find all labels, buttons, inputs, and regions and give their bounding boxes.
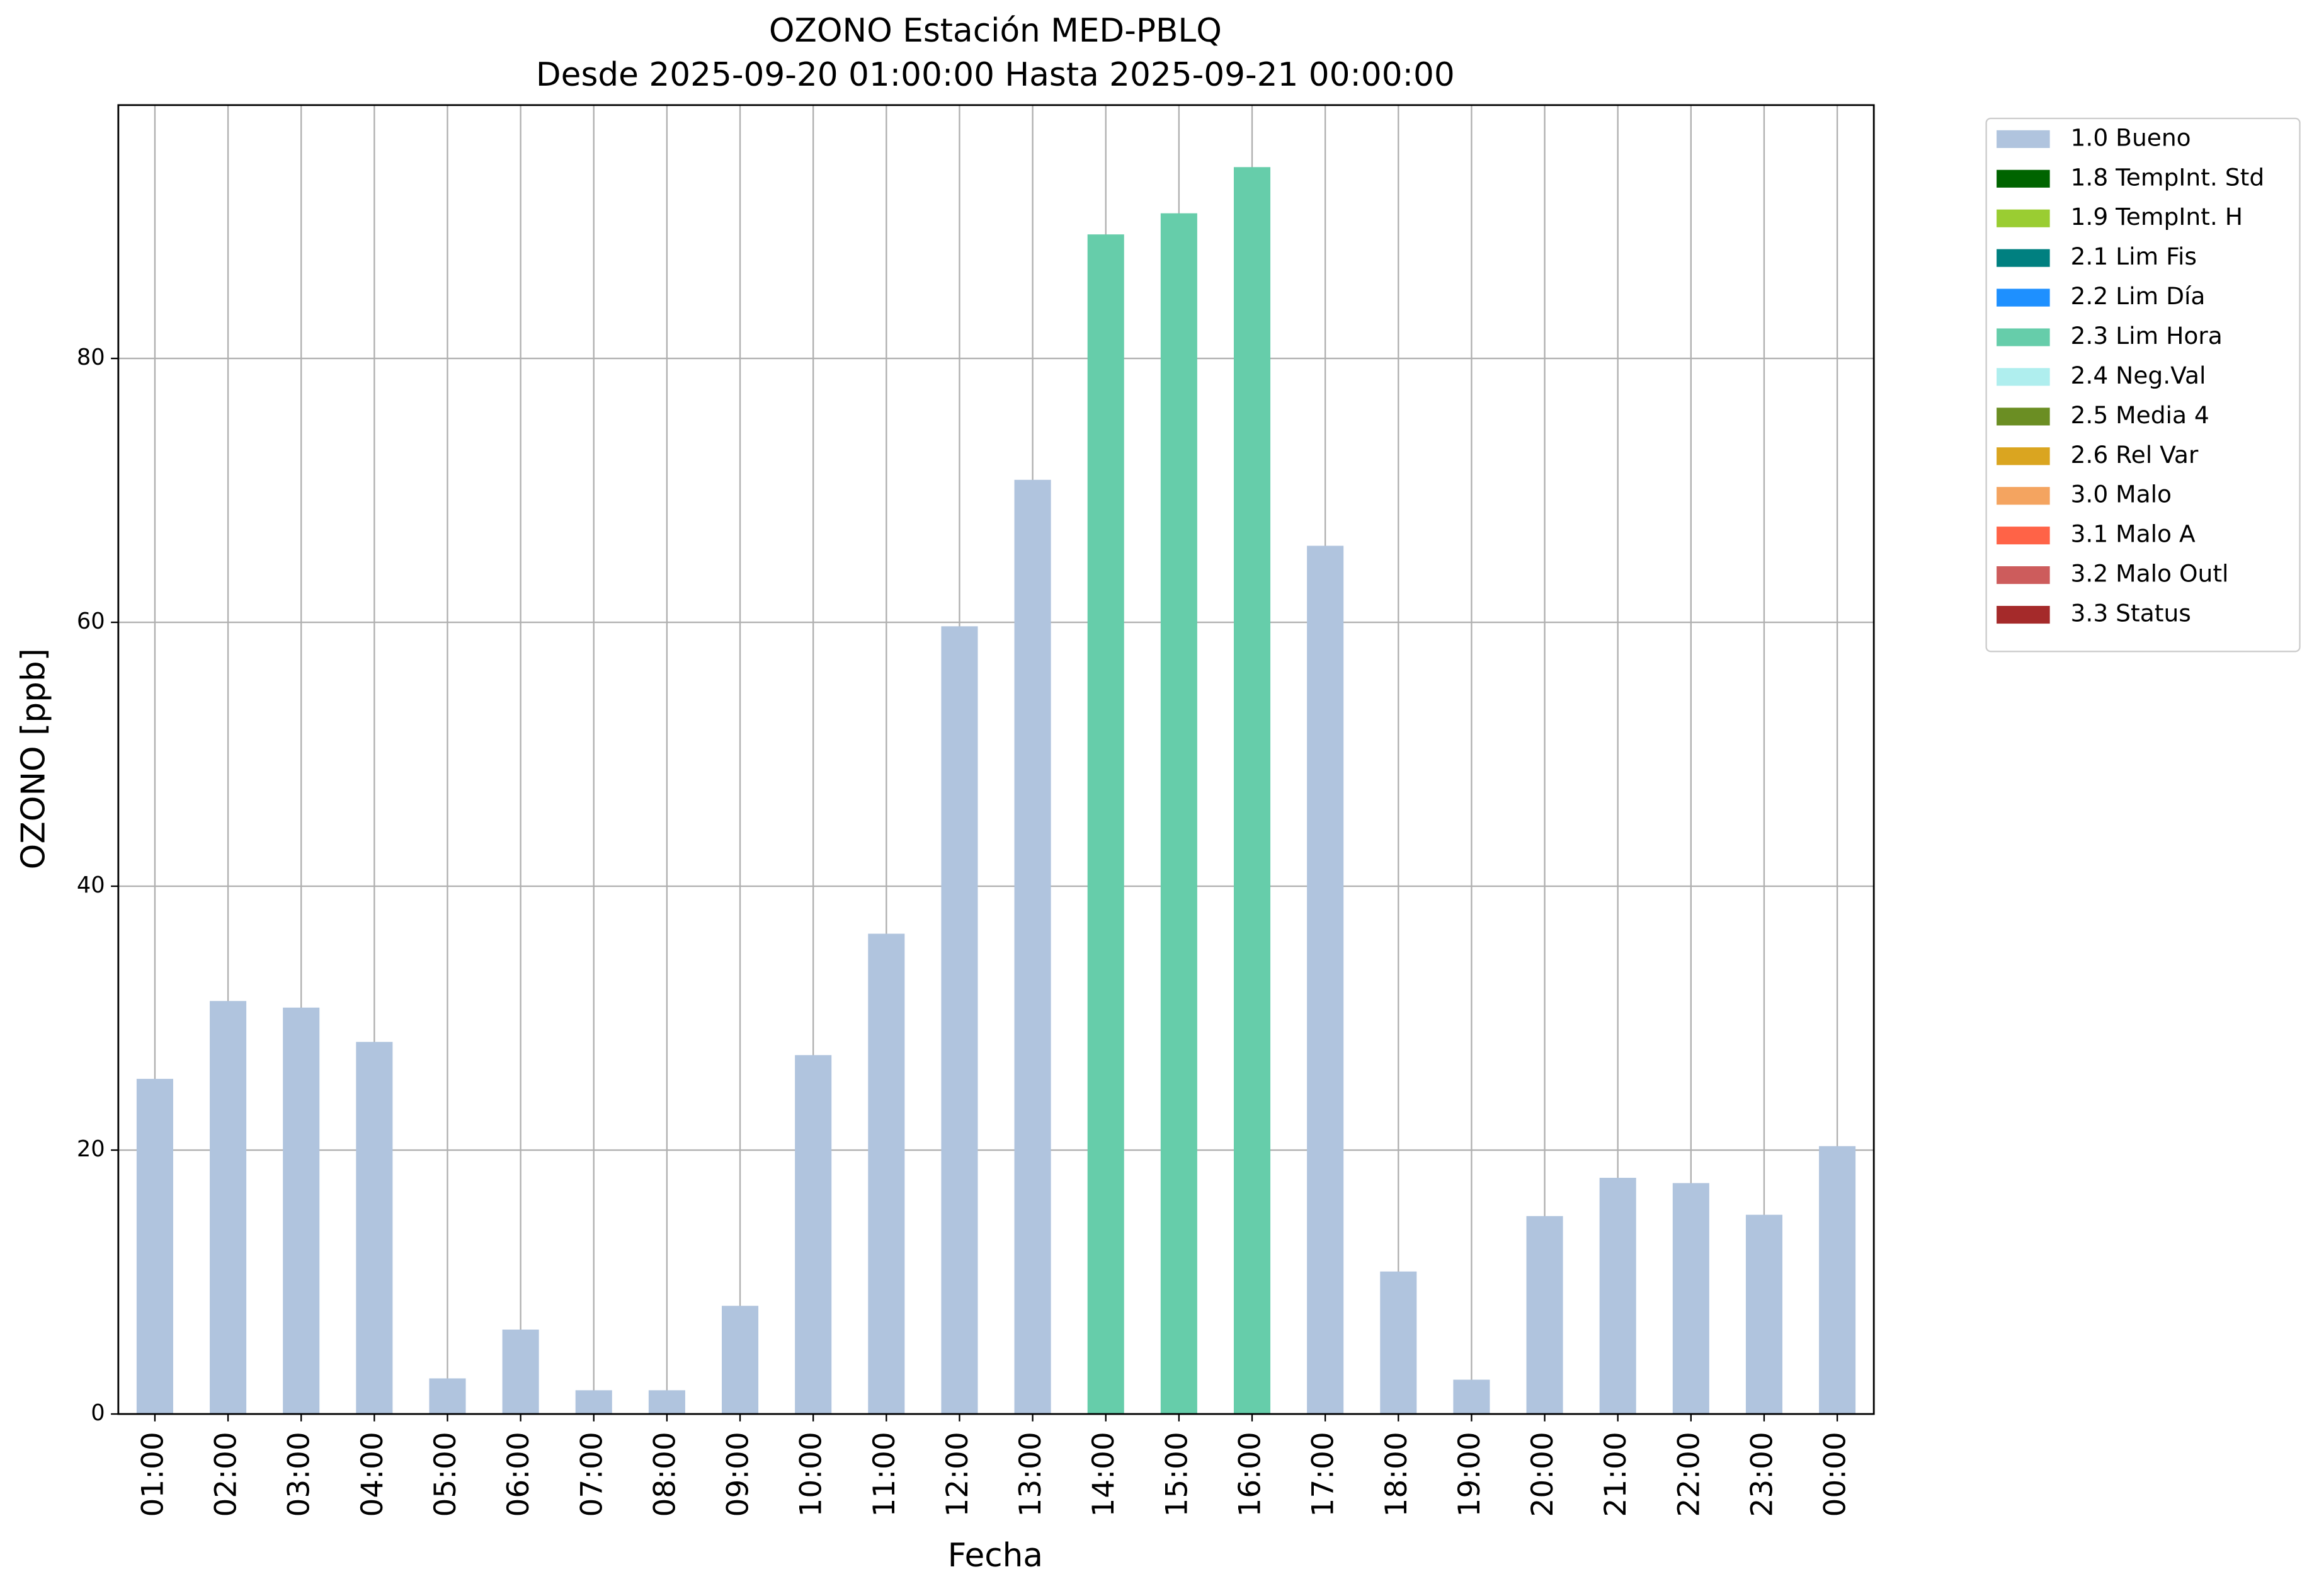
legend-label: 1.8 TempInt. Std <box>2071 163 2265 191</box>
x-tick-label: 05:00 <box>428 1432 463 1517</box>
legend-label: 1.0 Bueno <box>2071 123 2191 151</box>
chart-subtitle: Desde 2025-09-20 01:00:00 Hasta 2025-09-… <box>536 56 1455 94</box>
x-tick-label: 20:00 <box>1525 1432 1560 1517</box>
legend-swatch <box>1997 605 2050 624</box>
legend-box <box>1985 117 2301 653</box>
x-tick-label: 16:00 <box>1233 1432 1268 1517</box>
x-tick-label: 14:00 <box>1086 1432 1121 1517</box>
bar <box>283 1007 320 1415</box>
legend-label: 2.1 Lim Fis <box>2071 242 2197 270</box>
bar <box>429 1378 466 1415</box>
legend-swatch <box>1997 368 2050 386</box>
legend-swatch <box>1997 408 2050 426</box>
bar <box>575 1390 612 1415</box>
bar <box>1745 1214 1783 1415</box>
legend-swatch <box>1997 130 2050 148</box>
bar <box>136 1078 173 1415</box>
x-axis-label: Fecha <box>948 1537 1043 1575</box>
x-tick-label: 04:00 <box>355 1432 390 1517</box>
legend-label: 1.9 TempInt. H <box>2071 203 2243 231</box>
bar <box>1453 1379 1490 1415</box>
x-tick-label: 06:00 <box>501 1432 536 1517</box>
legend-swatch <box>1997 328 2050 346</box>
y-tick-label: 20 <box>77 1136 105 1162</box>
bar <box>1526 1216 1563 1415</box>
legend-label: 3.0 Malo <box>2071 481 2172 508</box>
y-tick-label: 80 <box>77 345 105 370</box>
legend-label: 3.3 Status <box>2071 600 2191 627</box>
legend-swatch <box>1997 487 2050 505</box>
legend-label: 2.3 Lim Hora <box>2071 322 2223 350</box>
bar <box>1233 167 1271 1415</box>
bar <box>1819 1146 1856 1415</box>
bar <box>1160 213 1197 1415</box>
x-tick-label: 03:00 <box>282 1432 317 1517</box>
bar <box>1380 1271 1417 1415</box>
bar <box>1672 1183 1709 1415</box>
bar <box>941 626 978 1415</box>
x-tick-label: 23:00 <box>1745 1432 1779 1517</box>
x-tick-label: 18:00 <box>1379 1432 1414 1517</box>
bar <box>648 1390 685 1415</box>
legend-label: 2.6 Rel Var <box>2071 441 2199 469</box>
legend-label: 2.5 Media 4 <box>2071 401 2209 429</box>
x-tick-label: 22:00 <box>1672 1432 1706 1517</box>
legend-swatch <box>1997 169 2050 188</box>
bar <box>722 1306 759 1415</box>
x-tick-label: 02:00 <box>209 1432 244 1517</box>
legend-swatch <box>1997 566 2050 584</box>
x-tick-label: 00:00 <box>1818 1432 1853 1517</box>
bar <box>356 1042 393 1415</box>
legend-swatch <box>1997 288 2050 307</box>
x-tick-label: 17:00 <box>1306 1432 1341 1517</box>
y-tick-label: 40 <box>77 872 105 898</box>
x-tick-label: 21:00 <box>1598 1432 1633 1517</box>
x-tick-label: 11:00 <box>867 1432 902 1517</box>
y-tick-label: 0 <box>91 1400 105 1426</box>
legend-swatch <box>1997 527 2050 545</box>
x-tick-label: 09:00 <box>721 1432 756 1517</box>
x-tick-label: 12:00 <box>940 1432 975 1517</box>
plot-frame <box>117 104 1875 1415</box>
chart-title: OZONO Estación MED-PBLQ <box>769 12 1222 50</box>
legend-swatch <box>1997 447 2050 465</box>
bar <box>795 1055 832 1415</box>
legend-label: 2.2 Lim Día <box>2071 282 2206 310</box>
x-tick-label: 19:00 <box>1452 1432 1487 1517</box>
x-tick-label: 01:00 <box>135 1432 170 1517</box>
bar <box>868 933 905 1415</box>
bar <box>210 1001 247 1415</box>
legend-label: 3.2 Malo Outl <box>2071 560 2229 588</box>
legend-label: 2.4 Neg.Val <box>2071 362 2206 389</box>
legend-label: 3.1 Malo A <box>2071 520 2196 548</box>
x-tick-label: 07:00 <box>574 1432 609 1517</box>
bar <box>1014 479 1051 1415</box>
legend-swatch <box>1997 249 2050 267</box>
bar <box>1087 234 1124 1415</box>
x-tick-label: 10:00 <box>794 1432 829 1517</box>
x-tick-label: 08:00 <box>647 1432 682 1517</box>
x-tick-label: 13:00 <box>1013 1432 1048 1517</box>
y-axis-label: OZONO [ppb] <box>14 648 52 869</box>
y-tick-label: 60 <box>77 608 105 634</box>
bar <box>1307 545 1344 1415</box>
legend-swatch <box>1997 209 2050 227</box>
bar <box>1599 1178 1636 1415</box>
x-tick-label: 15:00 <box>1160 1432 1194 1517</box>
bar <box>502 1329 539 1415</box>
